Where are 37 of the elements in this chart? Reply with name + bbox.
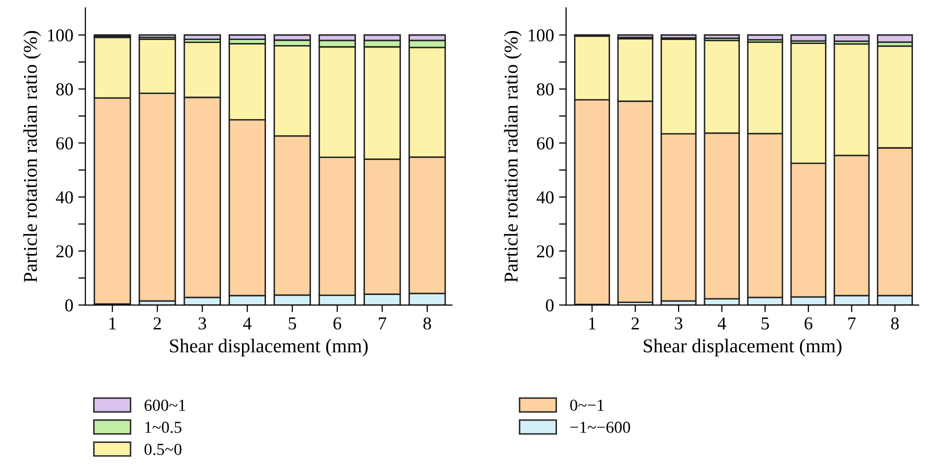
y-tick-label: 0: [65, 299, 73, 312]
y-tick-label: 80: [536, 83, 554, 96]
x-tick-label: 5: [288, 318, 296, 330]
y-axis-title: Particle rotation radian ratio (%): [504, 31, 522, 282]
x-tick-label: 8: [891, 317, 899, 330]
x-tick-label: 6: [804, 317, 812, 330]
y-tick-label: 80: [56, 83, 73, 96]
y-tick-label: 100: [48, 29, 73, 42]
x-tick-label: 5: [762, 318, 769, 330]
legend-label: −1~−600: [570, 422, 630, 433]
x-tick-label: 6: [334, 317, 342, 330]
y-tick-label: 40: [536, 191, 554, 204]
x-tick-label: 1: [589, 317, 596, 330]
x-tick-label: 8: [423, 317, 432, 330]
y-tick-label: 20: [56, 245, 73, 258]
y-tick-label: 0: [546, 299, 554, 312]
x-tick-label: 7: [848, 318, 856, 330]
x-tick-label: 4: [718, 317, 726, 330]
legend-label: 600~1: [144, 400, 186, 411]
legend-label: 0.5~0: [144, 444, 182, 456]
y-tick-label: 40: [56, 191, 73, 204]
x-tick-label: 3: [674, 317, 682, 330]
y-tick-label: 100: [528, 29, 554, 42]
x-tick-label: 2: [632, 317, 639, 330]
legend-label: 0~−1: [570, 400, 604, 411]
legend-label: 1~0.5: [145, 422, 182, 434]
x-axis-title: Shear displacement (mm): [644, 338, 842, 356]
x-tick-label: 1: [109, 317, 116, 330]
y-tick-label: 60: [536, 137, 554, 150]
y-tick-label: 20: [537, 245, 554, 258]
x-tick-label: 7: [378, 318, 386, 330]
y-axis-title: Particle rotation radian ratio (%): [23, 31, 41, 282]
x-tick-label: 4: [243, 317, 252, 330]
x-axis-title: Shear displacement (mm): [170, 338, 368, 356]
x-tick-label: 2: [154, 317, 161, 330]
x-tick-label: 3: [198, 317, 206, 330]
y-tick-label: 60: [56, 137, 73, 150]
